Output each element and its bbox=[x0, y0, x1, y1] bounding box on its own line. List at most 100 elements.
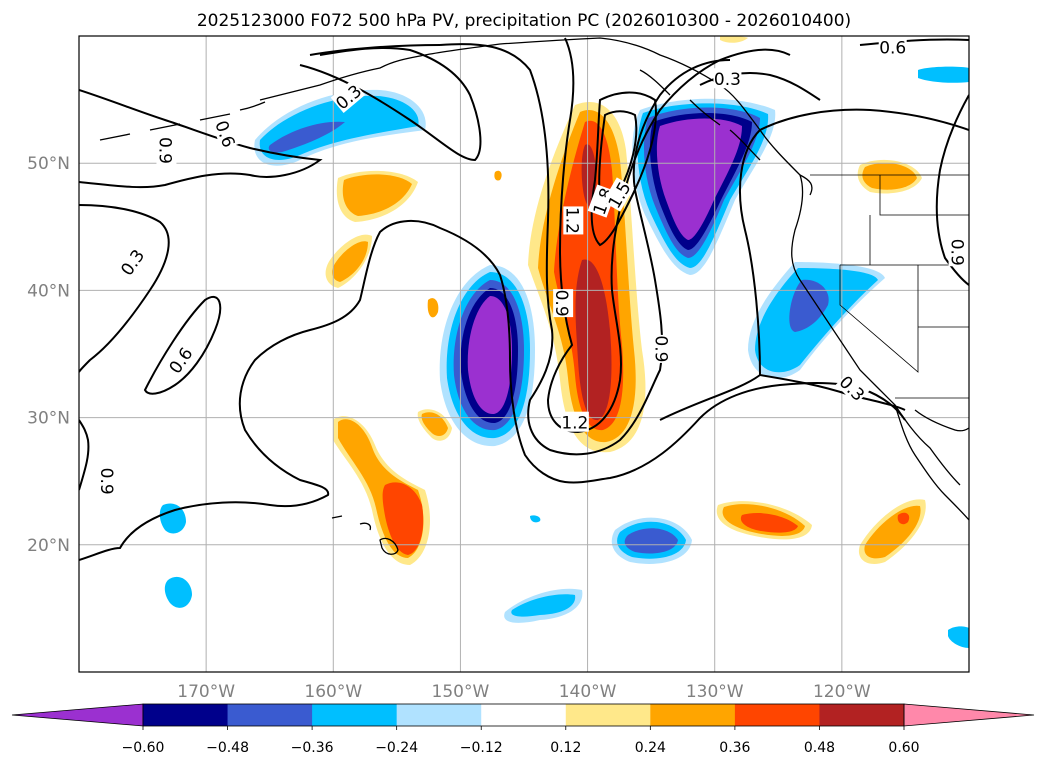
neg-sm-7 bbox=[948, 626, 969, 648]
neg-sm-5 bbox=[530, 515, 541, 523]
contour-label: 0.9 bbox=[551, 289, 574, 318]
colorbar-bin bbox=[143, 704, 229, 726]
x-tick-label: 120°W bbox=[813, 682, 871, 702]
colorbar-tick-label: 0.36 bbox=[719, 740, 750, 756]
colorbar-tick-label: −0.60 bbox=[122, 740, 165, 756]
neg-sm-4 bbox=[164, 576, 192, 608]
y-tick-label: 50°N bbox=[27, 154, 70, 174]
map-frame bbox=[78, 35, 970, 673]
colorbar-bin bbox=[650, 704, 736, 726]
contour-label: 0.9 bbox=[154, 136, 177, 165]
contour-label: 0.9 bbox=[96, 467, 118, 496]
colorbar: −0.60 −0.48 −0.36 −0.24 −0.12 0.12 0.24 0.36 0.4… bbox=[11, 703, 1035, 756]
pv-contour-12-trough bbox=[546, 37, 721, 434]
x-tick-label: 160°W bbox=[304, 682, 362, 702]
x-axis-ticks: 170°W 160°W 150°W 140°W 130°W 120°W bbox=[177, 682, 871, 702]
map-area: 0.30.60.90.30.60.90.91.21.81.51.20.90.30… bbox=[79, 36, 969, 672]
pos-sm-8b bbox=[862, 162, 917, 190]
colorbar-bin bbox=[312, 704, 398, 726]
x-tick-label: 150°W bbox=[432, 682, 490, 702]
colorbar-tick-label: −0.24 bbox=[375, 740, 418, 756]
y-tick-label: 30°N bbox=[27, 409, 70, 429]
coastlines bbox=[99, 37, 969, 555]
neg-sm-6 bbox=[918, 66, 969, 83]
pv-contour-03-sw bbox=[79, 219, 906, 561]
colorbar-tick-label: −0.12 bbox=[460, 740, 503, 756]
gridlines bbox=[79, 36, 969, 672]
contour-label-bg bbox=[560, 411, 589, 432]
colorbar-bin bbox=[734, 704, 820, 726]
y-tick-label: 40°N bbox=[27, 281, 70, 301]
contour-label-text: 1.2 bbox=[561, 414, 588, 434]
colorbar-extend-min bbox=[11, 703, 144, 727]
pos-band-level4 bbox=[575, 259, 612, 421]
contour-label-bg bbox=[878, 36, 907, 57]
contour-label-bg bbox=[563, 206, 584, 235]
colorbar-bin bbox=[819, 704, 905, 726]
pos-sm-2b bbox=[332, 241, 368, 282]
pv-contour-09-trough bbox=[439, 43, 731, 456]
neg-sm-2b bbox=[511, 594, 576, 617]
contour-label-bg bbox=[602, 177, 635, 212]
colorbar-tick-label: −0.48 bbox=[206, 740, 249, 756]
contour-label: 0.6 bbox=[878, 36, 907, 58]
neg-sm-3 bbox=[159, 503, 186, 534]
chart-title: 2025123000 F072 500 hPa PV, precipitatio… bbox=[197, 11, 851, 31]
contour-label-text: 0.9 bbox=[154, 137, 174, 164]
colorbar-bin bbox=[227, 704, 313, 726]
contour-label: 0.9 bbox=[947, 238, 969, 267]
contour-label-bg bbox=[553, 289, 574, 318]
pos-sm-6c bbox=[740, 513, 798, 533]
pos-sm-5 bbox=[427, 298, 439, 318]
coast-hawaii bbox=[331, 515, 399, 555]
neg-sm-1c bbox=[624, 528, 678, 554]
pos-sm-9 bbox=[720, 36, 748, 43]
pos-sm-4b bbox=[421, 412, 448, 436]
coast-aleutians bbox=[99, 101, 266, 141]
contour-label: 1.2 bbox=[560, 411, 589, 434]
colorbar-tick-label: −0.36 bbox=[291, 740, 334, 756]
x-tick-label: 170°W bbox=[177, 682, 235, 702]
pos-sm-7c bbox=[897, 512, 910, 525]
contour-label-bg bbox=[652, 334, 673, 363]
coast-bc-islands bbox=[639, 69, 761, 161]
neg-bc-level5 bbox=[656, 118, 742, 240]
pv-contour-03-east bbox=[659, 108, 969, 421]
pos-sm-3c bbox=[382, 482, 424, 555]
coast-west-us bbox=[791, 174, 969, 521]
pv-contour-09-ne bbox=[935, 94, 969, 286]
neg-ca-level3 bbox=[789, 279, 829, 332]
pv-contour-03-north bbox=[309, 44, 441, 56]
contour-label: 0.9 bbox=[650, 334, 673, 363]
colorbar-tick-label: 0.60 bbox=[888, 740, 919, 756]
colorbar-frame bbox=[142, 703, 905, 727]
contour-label-text: 0.9 bbox=[96, 468, 116, 495]
contour-label-bg bbox=[835, 370, 870, 405]
contour-label-bg bbox=[330, 79, 366, 113]
pv-contour-06-loop bbox=[143, 295, 222, 395]
pv-contour-06-mid bbox=[299, 46, 482, 162]
colorbar-bin bbox=[396, 704, 482, 726]
colorbar-bin bbox=[481, 704, 567, 726]
colorbar-extend-max bbox=[903, 703, 1035, 727]
x-tick-label: 130°W bbox=[686, 682, 744, 702]
pv-contours bbox=[79, 37, 969, 561]
contour-label: 1.2 bbox=[561, 206, 584, 235]
colorbar-tick-label: 0.12 bbox=[550, 740, 581, 756]
x-tick-label: 140°W bbox=[559, 682, 617, 702]
pv-contour-03-west bbox=[79, 89, 323, 189]
y-tick-label: 20°N bbox=[27, 536, 70, 556]
pos-sm-10 bbox=[494, 170, 502, 181]
border-states bbox=[839, 175, 969, 373]
pos-sm-1b bbox=[342, 174, 412, 216]
pv-contour-09-sw bbox=[79, 419, 90, 491]
contour-label-bg bbox=[211, 117, 241, 151]
contour-label-text: 0.3 bbox=[714, 70, 741, 90]
contour-label-bg bbox=[97, 467, 118, 496]
political-borders bbox=[810, 174, 969, 399]
contour-label-text: 0.9 bbox=[650, 335, 670, 362]
pv-contour-03-main bbox=[79, 204, 170, 373]
colorbar-tick-label: 0.24 bbox=[635, 740, 666, 756]
contour-label: 0.3 bbox=[713, 68, 742, 90]
